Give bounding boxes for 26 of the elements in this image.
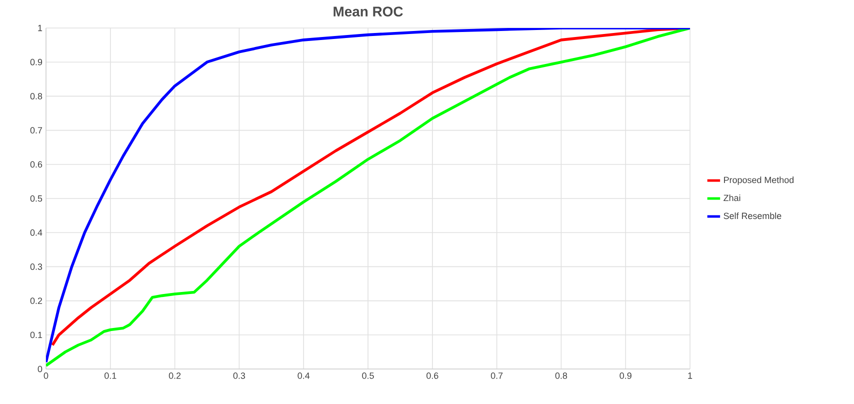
x-tick-label: 0.7 [490,372,503,379]
x-tick-label: 0.8 [555,372,568,379]
legend-label: Proposed Method [724,176,794,185]
x-tick-label: 0.1 [104,372,116,379]
y-tick-label: 1 [38,24,42,32]
y-tick-label: 0.6 [30,161,42,168]
y-tick-label: 0 [38,366,42,372]
chart-title: Mean ROC [334,6,403,17]
x-tick-label: 1 [688,372,692,379]
y-tick-label: 0.3 [30,264,42,270]
y-tick-label: 0.7 [30,127,42,134]
legend-label: Zhai [724,194,740,202]
y-tick-label: 0.1 [30,332,42,338]
x-tick-label: 0.2 [168,372,181,379]
x-tick-label: 0.6 [426,372,438,379]
legend-label: Self Resemble [724,212,782,220]
x-tick-label: 0.3 [233,372,246,379]
y-tick-label: 0.4 [30,229,42,236]
y-tick-label: 0.9 [30,58,42,66]
y-tick-label: 0.5 [30,195,42,202]
y-tick-label: 0.8 [30,93,42,100]
x-tick-label: 0 [44,372,48,379]
y-tick-label: 0.2 [30,298,42,304]
x-tick-label: 0.4 [298,372,310,379]
x-tick-label: 0.5 [362,372,374,379]
x-tick-label: 0.9 [620,372,632,379]
